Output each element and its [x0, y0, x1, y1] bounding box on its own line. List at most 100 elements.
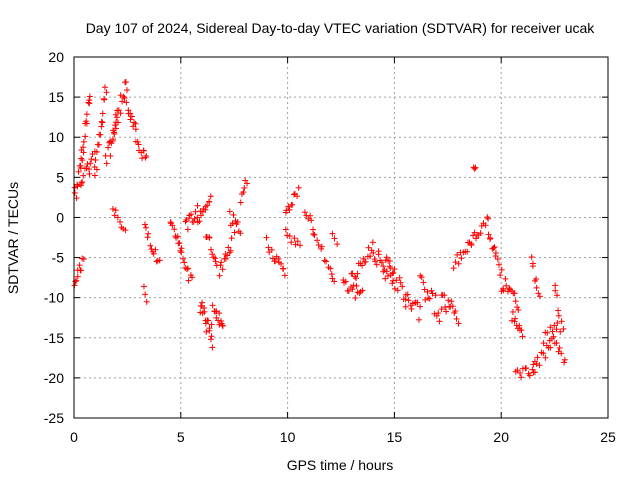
data-point — [86, 100, 93, 107]
data-point — [315, 241, 322, 248]
data-point — [449, 303, 456, 310]
data-point — [92, 156, 99, 163]
data-point — [417, 272, 424, 279]
data-point — [143, 298, 150, 305]
data-point — [76, 262, 83, 269]
data-point — [80, 256, 87, 263]
data-point — [216, 272, 223, 279]
data-point — [123, 99, 130, 106]
data-point — [556, 344, 563, 351]
data-point — [386, 257, 393, 264]
data-point — [228, 235, 235, 242]
data-point — [207, 336, 214, 343]
data-point — [378, 259, 385, 266]
data-point — [552, 282, 559, 289]
data-point — [294, 193, 301, 200]
data-point — [452, 259, 459, 266]
data-point — [71, 184, 78, 191]
data-point — [117, 92, 124, 99]
data-point — [445, 297, 452, 304]
x-tick-label: 15 — [387, 429, 403, 445]
data-point — [198, 212, 205, 219]
data-point — [354, 270, 361, 277]
data-point — [414, 299, 421, 306]
data-point — [209, 251, 216, 258]
data-point — [194, 202, 201, 209]
data-point — [415, 316, 422, 323]
data-point — [208, 333, 215, 340]
data-point — [454, 251, 461, 258]
data-point — [103, 160, 110, 167]
data-point — [519, 333, 526, 340]
data-point — [82, 133, 89, 140]
data-point — [515, 306, 522, 313]
data-point — [408, 305, 415, 312]
x-tick-label: 20 — [493, 429, 509, 445]
data-point — [176, 240, 183, 247]
data-point — [477, 230, 484, 237]
data-point — [156, 257, 163, 264]
data-point — [502, 275, 509, 282]
data-point — [196, 218, 203, 225]
data-point — [112, 111, 119, 118]
data-point — [353, 282, 360, 289]
data-point — [375, 251, 382, 258]
data-point — [282, 226, 289, 233]
data-point — [132, 120, 139, 127]
y-tick-label: 5 — [56, 169, 64, 185]
data-point — [318, 243, 325, 250]
x-tick-label: 10 — [280, 429, 296, 445]
data-point — [544, 329, 551, 336]
data-point — [558, 318, 565, 325]
data-point — [275, 255, 282, 262]
data-point — [560, 325, 567, 332]
data-point — [112, 207, 119, 214]
data-point — [433, 312, 440, 319]
data-point — [307, 212, 314, 219]
data-point — [301, 209, 308, 216]
data-point — [534, 354, 541, 361]
data-point — [536, 293, 543, 300]
data-point — [383, 254, 390, 261]
data-point — [365, 244, 372, 251]
data-point — [212, 258, 219, 265]
data-point — [191, 215, 198, 222]
data-point — [83, 111, 90, 118]
data-point — [362, 258, 369, 265]
data-point — [86, 170, 93, 177]
data-point — [101, 96, 108, 103]
y-tick-label: -15 — [44, 330, 64, 346]
data-point — [511, 290, 518, 297]
data-point — [512, 298, 519, 305]
data-point — [99, 119, 106, 126]
data-point — [241, 184, 248, 191]
data-point — [471, 165, 478, 172]
data-point — [367, 253, 374, 260]
data-point — [135, 141, 142, 148]
data-point — [284, 232, 291, 239]
data-point — [131, 119, 138, 126]
y-axis-label: SDTVAR / TECUs — [5, 182, 21, 294]
data-point — [310, 230, 317, 237]
data-point — [87, 160, 94, 167]
data-point — [208, 246, 215, 253]
data-point — [115, 107, 122, 114]
x-tick-label: 25 — [600, 429, 616, 445]
data-point — [523, 365, 530, 372]
data-point — [240, 189, 247, 196]
data-point — [441, 292, 448, 299]
data-point — [297, 242, 304, 249]
data-point — [194, 214, 201, 221]
data-point — [453, 315, 460, 322]
data-point — [112, 125, 119, 132]
y-tick-label: 0 — [56, 209, 64, 225]
x-tick-label: 5 — [177, 429, 185, 445]
data-point — [490, 245, 497, 252]
data-point — [468, 242, 475, 249]
data-point — [181, 259, 188, 266]
data-point — [402, 303, 409, 310]
data-point — [557, 328, 564, 335]
data-point — [554, 319, 561, 326]
data-point — [382, 275, 389, 282]
data-point — [553, 340, 560, 347]
